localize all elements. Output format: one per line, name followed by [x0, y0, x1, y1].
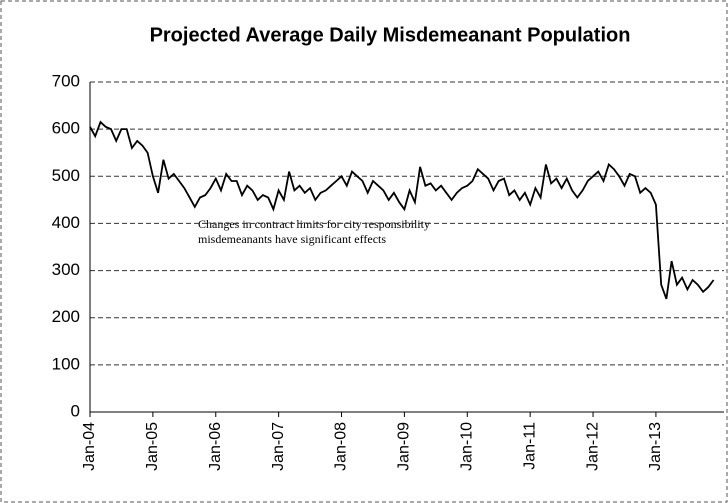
y-tick-label: 700 — [52, 71, 80, 90]
y-tick-label: 600 — [52, 119, 80, 138]
x-tick-label: Jan-06 — [207, 422, 224, 471]
y-tick-label: 300 — [52, 260, 80, 279]
x-tick-label: Jan-09 — [396, 422, 413, 471]
x-tick-label: Jan-05 — [144, 422, 161, 471]
x-tick-label: Jan-04 — [81, 422, 98, 471]
y-tick-label: 400 — [52, 213, 80, 232]
x-tick-label: Jan-12 — [584, 422, 601, 471]
y-tick-label: 200 — [52, 307, 80, 326]
y-tick-label: 100 — [52, 354, 80, 373]
x-tick-label: Jan-07 — [270, 422, 287, 471]
annotation: misdemeanants have significant effects — [198, 232, 386, 246]
x-tick-label: Jan-11 — [521, 422, 538, 470]
x-tick-label: Jan-08 — [333, 422, 350, 471]
x-tick-label: Jan-10 — [458, 422, 475, 471]
annotation: Changes in contract limits for city resp… — [198, 217, 430, 231]
data-line — [89, 120, 715, 300]
chart-title: Projected Average Daily Misdemeanant Pop… — [150, 24, 631, 46]
x-tick-label: Jan-13 — [647, 422, 664, 471]
y-tick-label: 500 — [52, 166, 80, 185]
y-tick-label: 0 — [71, 401, 80, 420]
